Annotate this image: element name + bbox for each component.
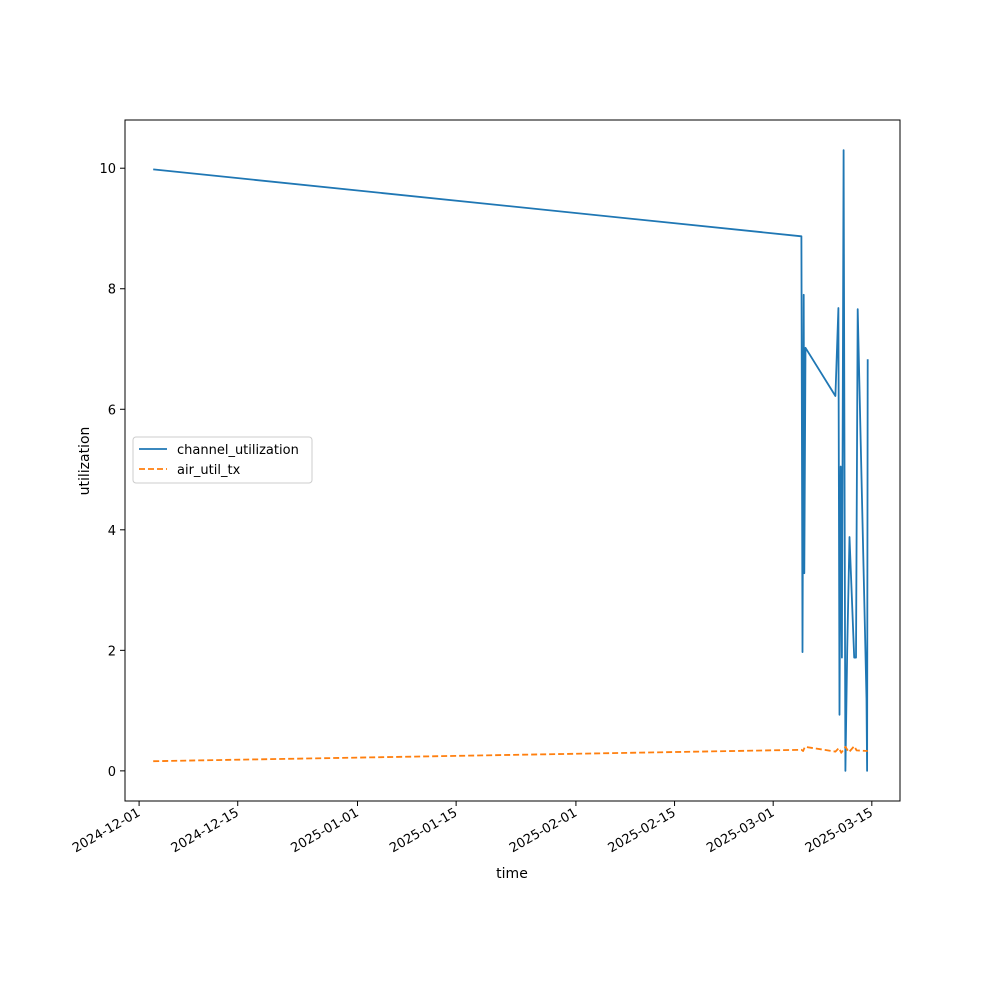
y-tick-label: 4 <box>108 524 116 539</box>
legend-label-channel-utilization: channel_utilization <box>177 443 299 458</box>
series-line-air-util-tx <box>153 745 868 763</box>
legend-label-air-util-tx: air_util_tx <box>177 463 241 478</box>
legend: channel_utilization air_util_tx <box>132 436 313 484</box>
x-axis-label: time <box>496 866 528 882</box>
y-tick-label: 8 <box>108 283 116 298</box>
y-tick-label: 6 <box>108 403 116 418</box>
series-line-channel-utilization <box>153 149 869 772</box>
y-tick-label: 10 <box>99 162 116 177</box>
y-tick-label: 0 <box>108 765 116 780</box>
y-axis-label: utilization <box>77 427 93 496</box>
plot-frame <box>124 119 901 802</box>
series-layer <box>153 149 869 772</box>
y-axis: 0 2 4 6 8 10 <box>99 162 125 780</box>
legend-box <box>132 436 313 484</box>
y-tick-label: 2 <box>108 644 116 659</box>
